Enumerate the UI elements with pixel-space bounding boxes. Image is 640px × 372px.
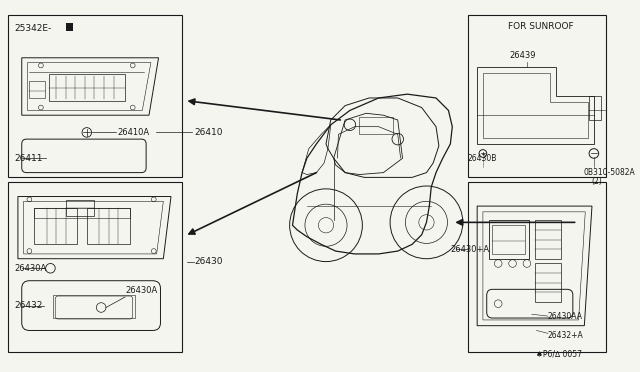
Bar [589, 96, 600, 120]
Bar [492, 225, 525, 254]
Text: 26430B: 26430B [468, 154, 497, 163]
Text: 26410: 26410 [194, 128, 223, 137]
Text: 26439: 26439 [509, 51, 536, 60]
Text: (2): (2) [591, 177, 602, 186]
Bar [8, 15, 182, 177]
Bar [66, 23, 74, 31]
Bar [66, 201, 95, 216]
Text: 26410A: 26410A [117, 128, 150, 137]
Text: 26432: 26432 [14, 301, 42, 310]
Text: 0B310-5082A: 0B310-5082A [584, 168, 635, 177]
Text: 25342E-: 25342E- [14, 24, 51, 33]
Bar [360, 117, 393, 134]
Text: 26411: 26411 [14, 154, 43, 163]
Bar [534, 221, 561, 259]
Bar [489, 221, 529, 259]
Bar [468, 182, 606, 353]
Text: FOR SUNROOF: FOR SUNROOF [508, 22, 573, 31]
Text: 26430+A: 26430+A [451, 245, 490, 254]
Bar [534, 263, 561, 302]
Text: ♠P6/∆ 0057: ♠P6/∆ 0057 [536, 349, 582, 358]
Bar [29, 81, 45, 98]
Bar [34, 208, 130, 218]
Text: 26430: 26430 [194, 257, 223, 266]
Bar [49, 74, 125, 101]
Text: 26430AA: 26430AA [548, 312, 583, 321]
Bar [34, 208, 77, 244]
Text: 26430A: 26430A [14, 264, 46, 273]
Text: 26432+A: 26432+A [548, 331, 584, 340]
Text: 26430A: 26430A [125, 286, 157, 295]
Bar [8, 182, 182, 353]
Bar [87, 208, 130, 244]
Bar [468, 15, 606, 177]
